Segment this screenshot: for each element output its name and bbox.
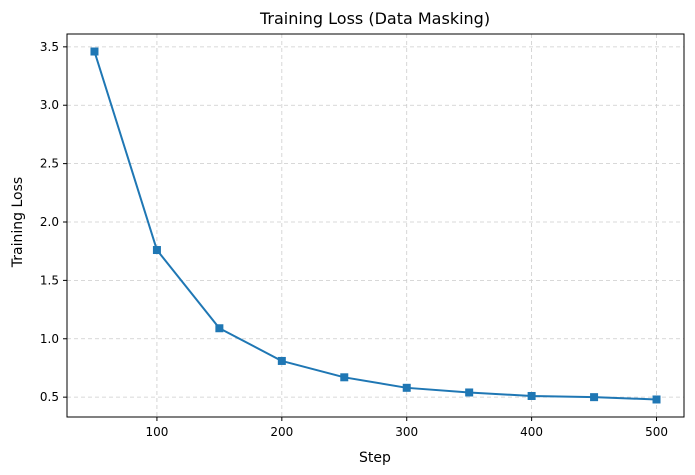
plot-frame [66,33,685,418]
series-layer [90,47,661,404]
y-tick-label: 3.5 [40,40,59,54]
y-tick-label: 2.0 [40,215,59,229]
data-point-marker [527,391,536,400]
data-point-marker [340,373,349,382]
data-point-marker [277,356,286,365]
y-tick-label: 3.0 [40,98,59,112]
data-point-marker [590,393,599,402]
chart-title: Training Loss (Data Masking) [259,9,490,28]
data-point-marker [402,383,411,392]
y-tick-label: 2.5 [40,157,59,171]
y-axis-label: Training Loss [10,177,26,268]
series-line [93,51,657,401]
x-tick-label: 200 [270,425,293,439]
ticks: 100 200 300 400 500 0.5 1.0 1.5 2.0 2.5 3.0 3.5 [40,40,668,439]
grid [67,34,684,417]
y-tick-label: 1.0 [40,332,59,346]
x-axis-label: Step [359,450,391,466]
x-tick-label: 100 [145,425,168,439]
y-tick-label: 1.5 [40,273,59,287]
data-point-marker [152,246,161,255]
data-point-marker [652,395,661,404]
y-tick-label: 0.5 [40,390,59,404]
x-tick-label: 400 [520,425,543,439]
x-tick-label: 300 [395,425,418,439]
data-point-marker [215,324,224,333]
x-tick-label: 500 [645,425,668,439]
data-point-marker [90,47,99,56]
data-point-marker [465,388,474,397]
